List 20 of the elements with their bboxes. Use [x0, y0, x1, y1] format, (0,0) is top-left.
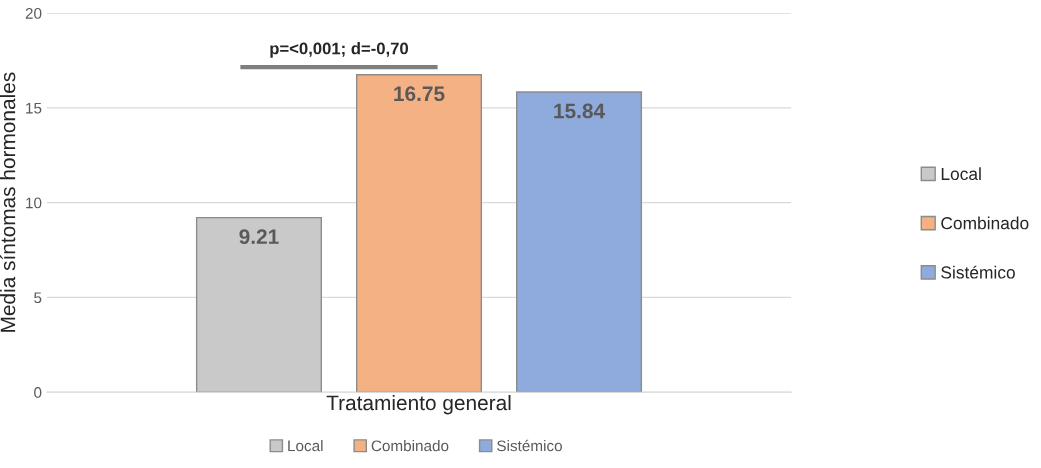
- text: Sistémico: [941, 265, 1015, 279]
- text: Combinado: [941, 216, 1029, 230]
- bar: [515, 91, 643, 393]
- data-label: 16.75: [394, 86, 445, 102]
- data-label: 9.21: [239, 229, 279, 245]
- legend-label: Local: [288, 440, 323, 452]
- y-axis-title: Media síntomas hormonales: [0, 72, 16, 332]
- text: Local: [941, 167, 981, 181]
- bar: [355, 74, 483, 393]
- x-tick-label: Tratamiento general: [326, 394, 511, 415]
- legend-label: Combinado: [371, 440, 449, 452]
- legend-label: Sistémico: [497, 439, 562, 452]
- y-tick-label: 5: [34, 292, 42, 304]
- y-tick-label: 10: [26, 197, 42, 209]
- annotation: p=<0,001; d=-0,70: [270, 42, 409, 58]
- bar: [195, 216, 323, 393]
- y-tick-label: 15: [26, 102, 42, 114]
- y-tick-label: 20: [25, 7, 42, 19]
- y-tick-label: 0: [34, 387, 42, 398]
- data-label: 15.84: [554, 103, 605, 119]
